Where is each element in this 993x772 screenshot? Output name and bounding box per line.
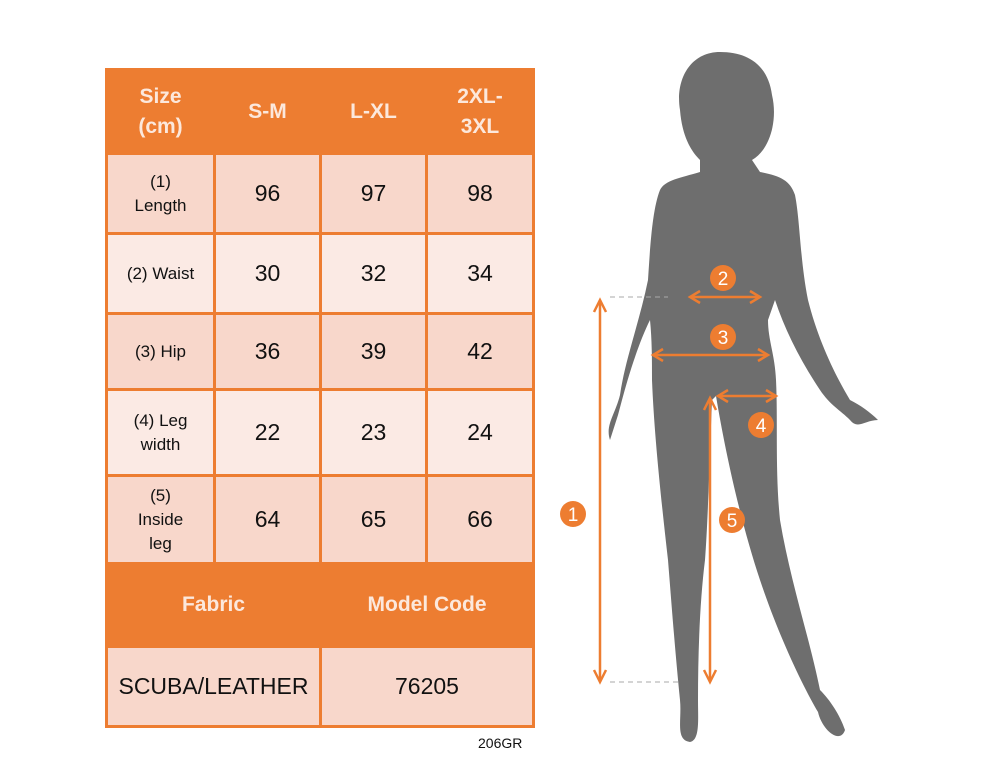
- measurement-markers: 1 2 3 4 5: [560, 265, 774, 533]
- size-value: 64: [213, 474, 322, 565]
- row-label: (4) Leg width: [105, 388, 216, 477]
- size-value-text: 96: [254, 180, 281, 206]
- size-value-text: 97: [360, 180, 387, 206]
- size-value: 36: [213, 312, 322, 391]
- marker-4: 4: [756, 416, 767, 437]
- size-value-text: 64: [254, 506, 281, 532]
- product-code: 206GR: [478, 735, 523, 751]
- row-label: (3) Hip: [105, 312, 216, 391]
- size-value-text: 23: [360, 419, 387, 445]
- model-code-value: 76205: [319, 645, 535, 728]
- size-value-text: 30: [254, 260, 281, 286]
- row-label-text: (3) Hip: [134, 341, 186, 361]
- model-code-header: Model Code: [319, 562, 535, 648]
- row-label: (1) Length: [105, 152, 216, 235]
- size-value: 39: [319, 312, 428, 391]
- header-cell: L-XL: [319, 68, 428, 155]
- header-cell-text: 2XL- 3XL: [457, 84, 503, 138]
- size-value: 65: [319, 474, 428, 565]
- size-value-text: 65: [360, 506, 387, 532]
- fabric-header-text: Fabric: [181, 593, 246, 616]
- row-label: (2) Waist: [105, 232, 216, 315]
- size-value-text: 66: [467, 506, 493, 532]
- size-value: 42: [425, 312, 535, 391]
- size-value: 97: [319, 152, 428, 235]
- header-cell-text: L-XL: [350, 99, 397, 123]
- size-value: 22: [213, 388, 322, 477]
- header-cell-text: Size (cm): [138, 84, 183, 138]
- size-value: 96: [213, 152, 322, 235]
- model-code-value-text: 76205: [395, 673, 459, 699]
- fabric-header: Fabric: [105, 562, 322, 648]
- row-label: (5) Inside leg: [105, 474, 216, 565]
- size-value-text: 34: [467, 260, 493, 286]
- row-label-text: (4) Leg width: [133, 410, 188, 454]
- row-label-text: (2) Waist: [126, 263, 195, 283]
- size-value-text: 39: [360, 338, 387, 364]
- marker-1: 1: [568, 505, 579, 526]
- size-value: 98: [425, 152, 535, 235]
- size-value-text: 98: [467, 180, 493, 206]
- marker-5: 5: [727, 511, 738, 532]
- size-value: 66: [425, 474, 535, 565]
- fabric-value: SCUBA/LEATHER: [105, 645, 322, 728]
- row-label-text: (5) Inside leg: [137, 485, 184, 553]
- header-cell: 2XL- 3XL: [425, 68, 535, 155]
- marker-3: 3: [718, 328, 729, 349]
- header-cell: Size (cm): [105, 68, 216, 155]
- size-value: 24: [425, 388, 535, 477]
- fabric-value-text: SCUBA/LEATHER: [118, 673, 309, 699]
- size-value: 34: [425, 232, 535, 315]
- size-value-text: 24: [467, 419, 493, 445]
- size-value-text: 42: [467, 338, 493, 364]
- size-value: 30: [213, 232, 322, 315]
- header-cell-text: S-M: [248, 99, 287, 123]
- size-value-text: 22: [254, 419, 281, 445]
- size-value: 32: [319, 232, 428, 315]
- header-cell: S-M: [213, 68, 322, 155]
- size-value-text: 36: [254, 338, 281, 364]
- size-value: 23: [319, 388, 428, 477]
- size-value-text: 32: [360, 260, 387, 286]
- model-code-header-text: Model Code: [367, 593, 487, 616]
- row-label-text: (1) Length: [134, 171, 187, 215]
- marker-2: 2: [718, 269, 729, 290]
